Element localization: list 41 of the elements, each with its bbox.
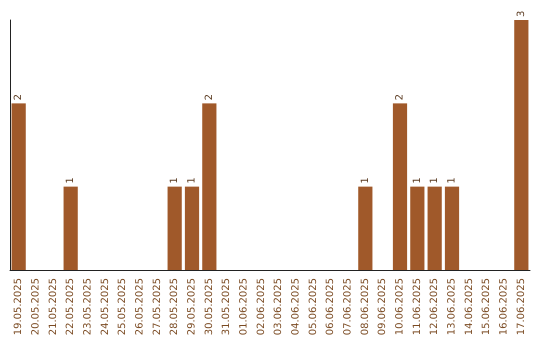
data-label: 1: [65, 177, 76, 184]
data-label: 1: [169, 177, 180, 184]
x-tick-label: 17.06.2025: [516, 278, 527, 336]
x-tick-label: 06.06.2025: [325, 278, 336, 336]
data-label: 1: [412, 177, 423, 184]
x-tick-label: 22.05.2025: [65, 278, 76, 336]
x-tick-label: 11.06.2025: [412, 278, 423, 336]
x-tick-label: 14.06.2025: [464, 278, 475, 336]
x-tick-label: 05.06.2025: [308, 278, 319, 336]
x-tick-label: 27.05.2025: [152, 278, 163, 336]
data-label: 1: [360, 177, 371, 184]
x-tick-label: 13.06.2025: [446, 278, 458, 336]
x-tick-label: 20.05.2025: [30, 278, 42, 336]
x-tick-label: 01.06.2025: [238, 278, 250, 336]
x-tick-label: 30.05.2025: [204, 278, 215, 336]
x-tick-label: 26.05.2025: [134, 278, 146, 336]
x-tick-label: 04.06.2025: [290, 278, 302, 336]
data-label: 1: [429, 177, 440, 184]
data-label: 3: [516, 10, 527, 17]
data-label: 1: [446, 177, 458, 184]
data-label: 2: [394, 94, 406, 100]
x-tick-label: 23.05.2025: [82, 278, 94, 336]
data-label: 2: [204, 94, 215, 100]
x-tick-label: 09.06.2025: [377, 278, 388, 336]
x-tick-label: 03.06.2025: [273, 278, 284, 336]
x-tick-label: 31.05.2025: [221, 278, 232, 336]
x-tick-label: 12.06.2025: [429, 278, 440, 336]
x-tick-label: 02.06.2025: [256, 278, 267, 336]
x-tick-label: 07.06.2025: [342, 278, 354, 336]
x-tick-label: 16.06.2025: [498, 278, 510, 336]
x-tick-label: 08.06.2025: [360, 278, 371, 336]
x-tick-label: 10.06.2025: [394, 278, 406, 336]
x-tick-label: 15.06.2025: [481, 278, 492, 336]
x-tick-label: 24.05.2025: [100, 278, 111, 336]
x-tick-label: 19.05.2025: [13, 278, 24, 336]
x-tick-label: 28.05.2025: [169, 278, 180, 336]
x-tick-label: 29.05.2025: [186, 278, 198, 336]
x-tick-label: 21.05.2025: [48, 278, 59, 336]
data-label: 1: [186, 177, 198, 184]
data-label: 2: [13, 94, 24, 100]
x-tick-label: 25.05.2025: [117, 278, 128, 336]
